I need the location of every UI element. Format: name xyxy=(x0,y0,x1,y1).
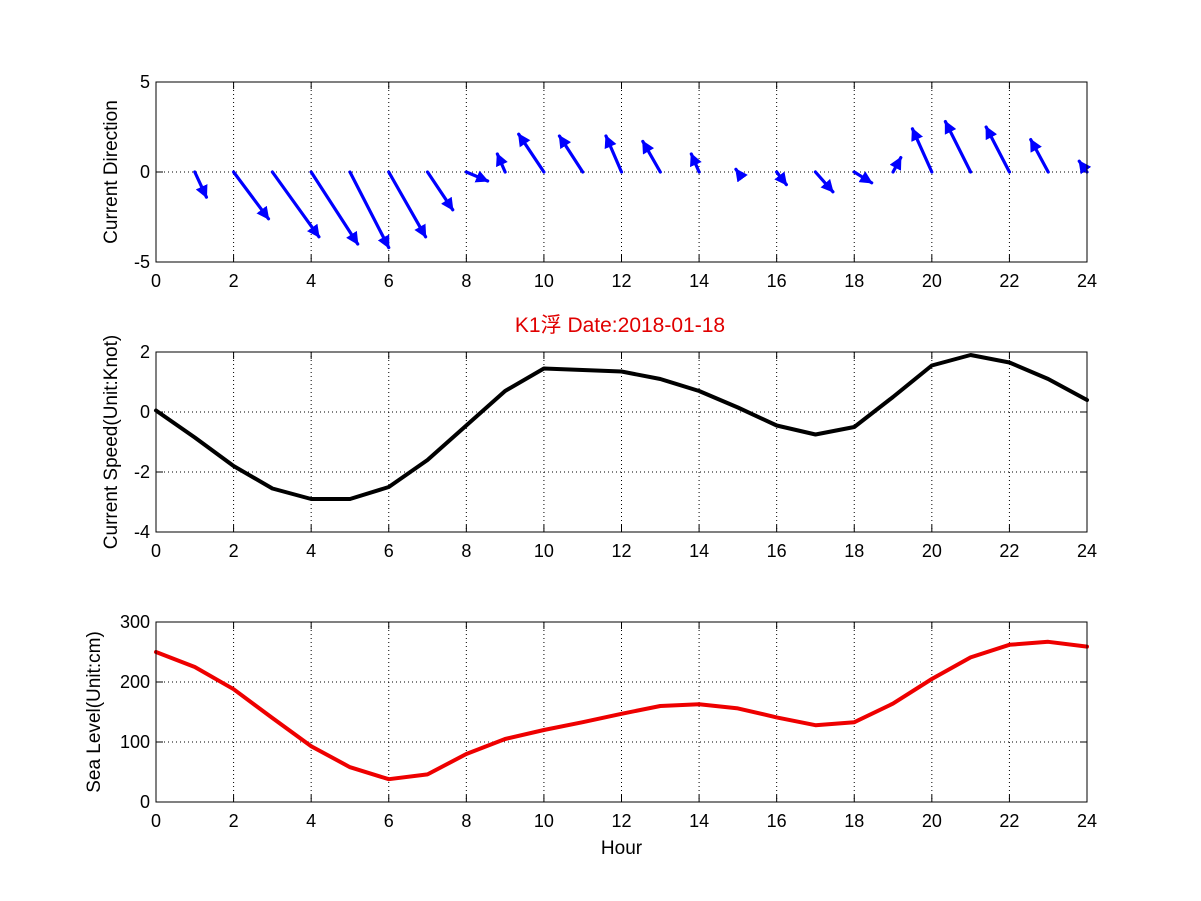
direction-xtick-label: 2 xyxy=(229,271,239,291)
direction-vector-arrow xyxy=(495,152,508,174)
direction-vector-arrow xyxy=(270,170,321,239)
direction-axes-frame xyxy=(155,81,1088,263)
direction-xtick-label: 4 xyxy=(306,271,316,291)
direction-vector-arrow xyxy=(1077,159,1092,175)
direction-xtick-label: 0 xyxy=(151,271,161,291)
figure-title: K1浮 Date:2018-01-18 xyxy=(515,314,725,337)
direction-vector-arrow xyxy=(348,170,391,250)
sealevel-ytick-label: 300 xyxy=(120,612,150,632)
direction-vector-arrow xyxy=(734,167,748,183)
direction-xtick-label: 22 xyxy=(999,271,1019,291)
direction-vector-arrow xyxy=(889,156,903,174)
speed-xtick-label: 0 xyxy=(151,541,161,561)
speed-xtick-label: 2 xyxy=(229,541,239,561)
sealevel-xlabel: Hour xyxy=(601,838,643,859)
speed-xtick-label: 18 xyxy=(844,541,864,561)
speed-ytick-label: 0 xyxy=(140,402,150,422)
speed-xtick-label: 24 xyxy=(1077,541,1097,561)
direction-vector-arrow xyxy=(641,139,662,174)
speed-xtick-label: 4 xyxy=(306,541,316,561)
direction-xtick-label: 8 xyxy=(461,271,471,291)
direction-vector-arrow xyxy=(774,170,788,187)
direction-xtick-label: 18 xyxy=(844,271,864,291)
direction-vector-arrow xyxy=(464,170,490,183)
sealevel-xtick-label: 4 xyxy=(306,811,316,831)
direction-ytick-label: -5 xyxy=(134,252,150,272)
direction-xtick-label: 6 xyxy=(384,271,394,291)
speed-xtick-label: 12 xyxy=(611,541,631,561)
direction-vector-arrow xyxy=(387,170,428,239)
speed-xtick-label: 8 xyxy=(461,541,471,561)
direction-xtick-label: 12 xyxy=(611,271,631,291)
direction-vector-arrow xyxy=(604,134,624,174)
sealevel-xtick-label: 14 xyxy=(689,811,709,831)
speed-xtick-label: 14 xyxy=(689,541,709,561)
direction-xtick-label: 20 xyxy=(922,271,942,291)
speed-xtick-label: 10 xyxy=(534,541,554,561)
speed-axes-frame xyxy=(155,351,1088,533)
direction-ytick-label: 5 xyxy=(140,72,150,92)
direction-vector-arrow xyxy=(309,170,360,246)
speed-xtick-label: 6 xyxy=(384,541,394,561)
sealevel-xtick-label: 16 xyxy=(767,811,787,831)
speed-plot-area xyxy=(156,352,1087,532)
speed-xtick-label: 16 xyxy=(767,541,787,561)
direction-xtick-label: 14 xyxy=(689,271,709,291)
sealevel-ytick-label: 200 xyxy=(120,672,150,692)
sealevel-xtick-label: 0 xyxy=(151,811,161,831)
sealevel-xtick-label: 2 xyxy=(229,811,239,831)
direction-vector-arrow xyxy=(425,170,455,212)
sealevel-ytick-label: 0 xyxy=(140,792,150,812)
direction-vector-arrow xyxy=(517,132,546,174)
direction-vector-arrow xyxy=(852,170,874,185)
speed-ytick-label: -2 xyxy=(134,462,150,482)
sealevel-xtick-label: 18 xyxy=(844,811,864,831)
direction-vector-arrow xyxy=(910,127,934,174)
sealevel-xtick-label: 24 xyxy=(1077,811,1097,831)
sealevel-xtick-label: 12 xyxy=(611,811,631,831)
speed-xtick-label: 20 xyxy=(922,541,942,561)
direction-xtick-label: 10 xyxy=(534,271,554,291)
direction-xtick-label: 24 xyxy=(1077,271,1097,291)
direction-vector-arrow xyxy=(557,134,585,174)
direction-vector-arrow xyxy=(689,152,702,174)
sealevel-axes-frame xyxy=(155,621,1088,803)
sealevel-ytick-label: 100 xyxy=(120,732,150,752)
sealevel-xtick-label: 6 xyxy=(384,811,394,831)
direction-ylabel: Current Direction xyxy=(101,100,122,244)
speed-xtick-label: 22 xyxy=(999,541,1019,561)
sealevel-xtick-label: 22 xyxy=(999,811,1019,831)
direction-xtick-label: 16 xyxy=(767,271,787,291)
sealevel-xtick-label: 10 xyxy=(534,811,554,831)
direction-vector-arrow xyxy=(984,125,1012,174)
direction-vector-arrow xyxy=(943,119,973,174)
direction-vector-arrow xyxy=(813,170,835,194)
speed-ytick-label: 2 xyxy=(140,342,150,362)
direction-ytick-label: 0 xyxy=(140,162,150,182)
speed-ylabel: Current Speed(Unit:Knot) xyxy=(101,335,122,549)
sealevel-ylabel: Sea Level(Unit:cm) xyxy=(84,631,105,793)
direction-vector-arrow xyxy=(231,170,271,221)
direction-vector-arrow xyxy=(193,170,209,199)
sealevel-xtick-label: 20 xyxy=(922,811,942,831)
speed-ytick-label: -4 xyxy=(134,522,150,542)
direction-vector-arrow xyxy=(1029,138,1050,174)
sealevel-xtick-label: 8 xyxy=(461,811,471,831)
